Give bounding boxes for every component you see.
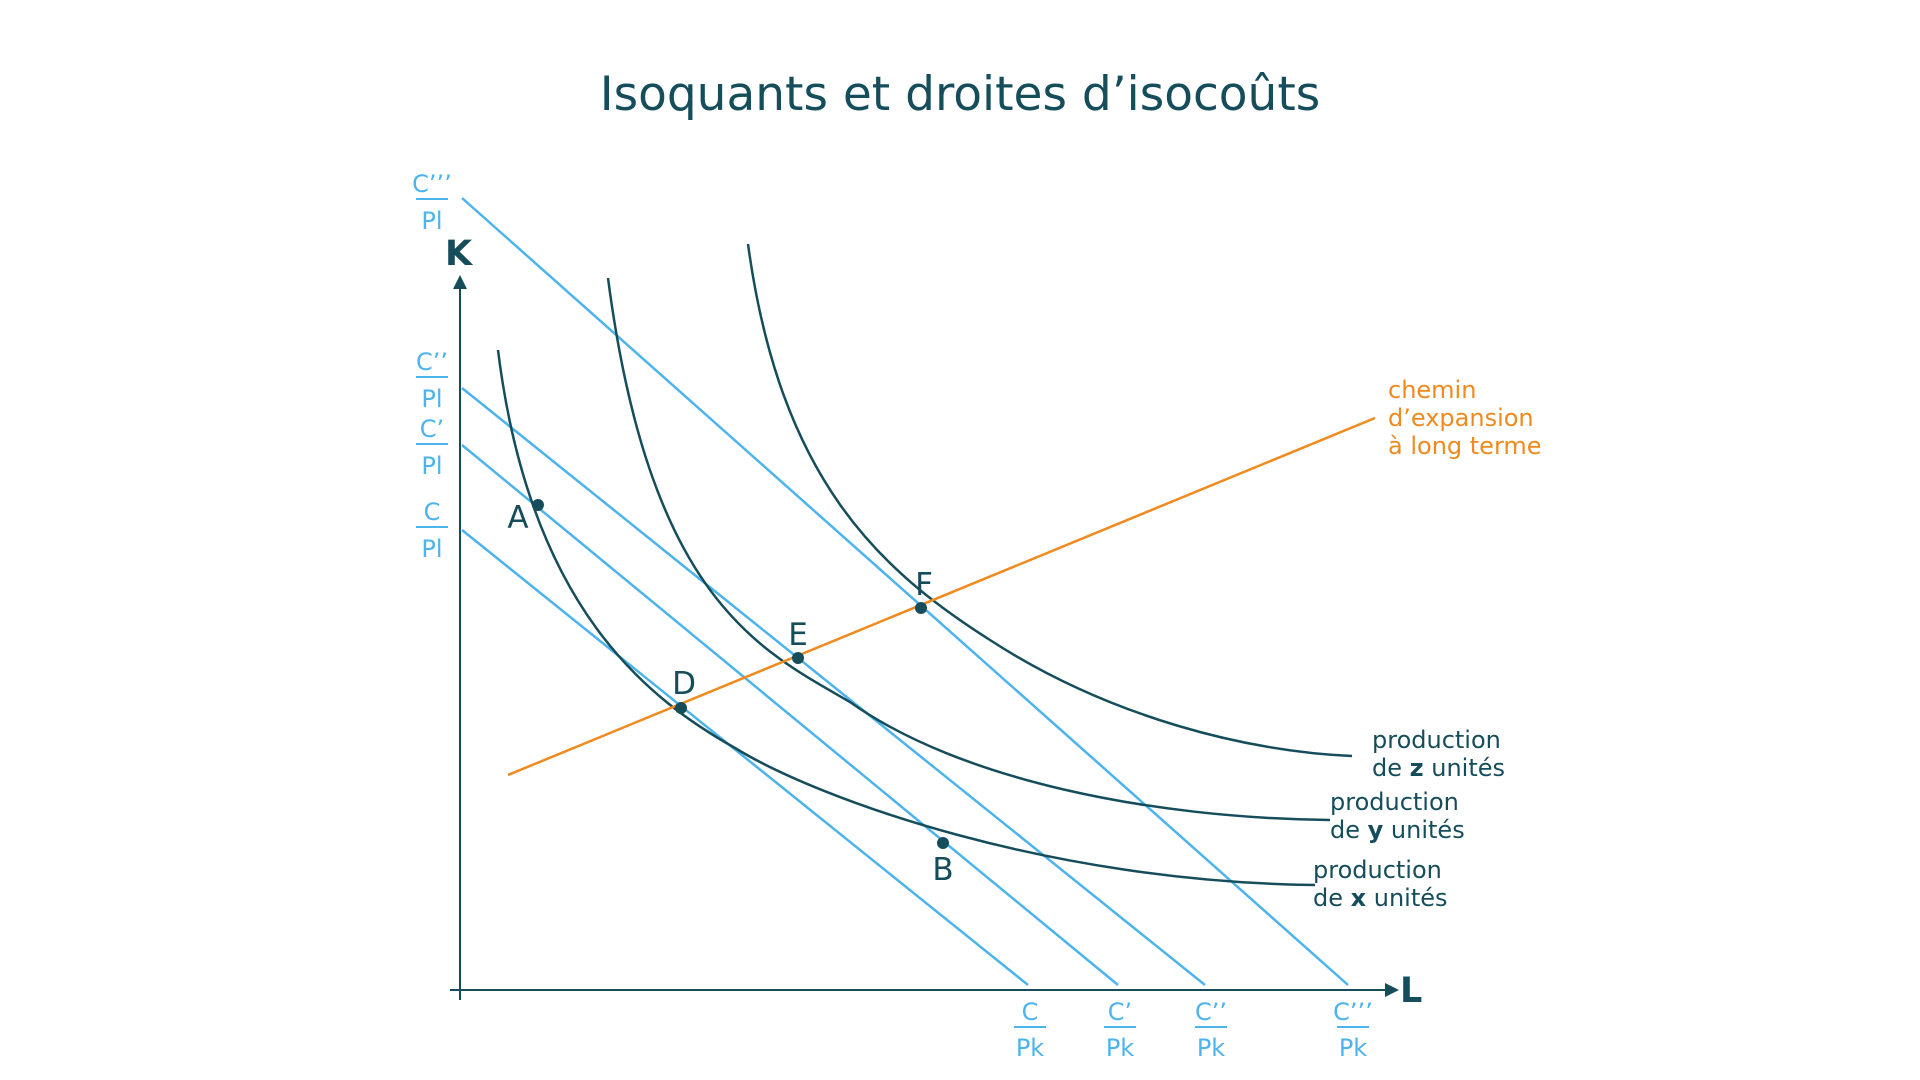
isocost-line-c2	[461, 387, 1206, 986]
point-d-label: D	[672, 666, 696, 702]
point-e-label: E	[788, 617, 808, 653]
isoquant-z-label-line1: production	[1372, 726, 1501, 754]
x-intercept-c3-pk: C’’’ Pk	[1333, 998, 1373, 1062]
x-intercept-c3-denominator: Pk	[1339, 1034, 1367, 1062]
isoquant-z-label: production de z unités	[1372, 726, 1509, 782]
y-intercept-c0-denominator: Pl	[421, 535, 442, 563]
y-axis-label: K	[445, 234, 474, 274]
y-intercept-c2-numerator: C’’	[416, 348, 448, 376]
y-intercept-c0-numerator: C	[424, 498, 441, 526]
isoquant-x-label-suffix: unités	[1366, 884, 1447, 912]
expansion-path-label-line1: chemin	[1388, 376, 1476, 404]
x-intercept-c1-denominator: Pk	[1106, 1034, 1134, 1062]
point-b-marker	[937, 837, 949, 849]
x-intercept-c0-denominator: Pk	[1016, 1034, 1044, 1062]
isocost-line-c3	[461, 197, 1349, 986]
expansion-path-label-line2: d’expansion	[1388, 404, 1534, 432]
x-intercept-c0-pk: C Pk	[1014, 998, 1046, 1062]
y-intercept-c3-numerator: C’’’	[412, 170, 452, 198]
x-intercept-c2-denominator: Pk	[1197, 1034, 1225, 1062]
point-b-label: B	[932, 852, 953, 888]
y-intercept-c1-pl: C’ Pl	[416, 415, 448, 480]
isoquant-x	[496, 349, 1316, 887]
point-f-label: F	[915, 567, 933, 603]
isoquant-y-label-prefix: de	[1330, 816, 1368, 844]
isoquant-z-label-var: z	[1410, 754, 1424, 782]
x-axis-label: L	[1400, 971, 1422, 1011]
x-intercept-c1-numerator: C’	[1108, 998, 1132, 1026]
x-intercept-c2-pk: C’’ Pk	[1195, 998, 1227, 1062]
y-intercept-c3-pl: C’’’ Pl	[412, 170, 452, 235]
expansion-path-label: chemin d’expansion à long terme	[1388, 376, 1542, 460]
x-intercept-c2-numerator: C’’	[1195, 998, 1227, 1026]
expansion-path-label-line3: à long terme	[1388, 432, 1542, 460]
isoquant-y	[606, 277, 1331, 822]
x-intercept-c3-numerator: C’’’	[1333, 998, 1373, 1026]
isocost-line-c1	[461, 444, 1119, 986]
isoquant-z-label-prefix: de	[1372, 754, 1410, 782]
y-intercept-c3-denominator: Pl	[421, 207, 442, 235]
y-intercept-c1-denominator: Pl	[421, 452, 442, 480]
isocost-line-c0	[461, 529, 1029, 986]
point-a-marker	[532, 499, 544, 511]
point-a-label: A	[507, 500, 528, 536]
isoquant-y-label-suffix: unités	[1383, 816, 1464, 844]
isoquant-x-label-prefix: de	[1313, 884, 1351, 912]
y-intercept-c2-denominator: Pl	[421, 385, 442, 413]
isoquant-y-label-line1: production	[1330, 788, 1459, 816]
y-intercept-c2-pl: C’’ Pl	[416, 348, 448, 413]
point-e-marker	[792, 652, 804, 664]
chart-title: Isoquants et droites d’isocoûts	[600, 67, 1321, 122]
expansion-path-line	[507, 416, 1376, 777]
isoquant-z	[746, 243, 1353, 758]
point-d-marker	[675, 702, 687, 714]
x-intercept-c1-pk: C’ Pk	[1104, 998, 1136, 1062]
isoquant-x-label-line1: production	[1313, 856, 1442, 884]
isoquant-y-label: production de y unités	[1330, 788, 1467, 844]
isoquant-x-label-var: x	[1351, 884, 1367, 912]
x-intercept-c0-numerator: C	[1022, 998, 1039, 1026]
y-intercept-c1-numerator: C’	[420, 415, 444, 443]
point-f-marker	[915, 602, 927, 614]
isoquant-x-label: production de x unités	[1313, 856, 1450, 912]
isoquant-y-label-var: y	[1368, 816, 1384, 844]
isoquant-z-label-suffix: unités	[1424, 754, 1505, 782]
y-intercept-c0-pl: C Pl	[416, 498, 448, 563]
